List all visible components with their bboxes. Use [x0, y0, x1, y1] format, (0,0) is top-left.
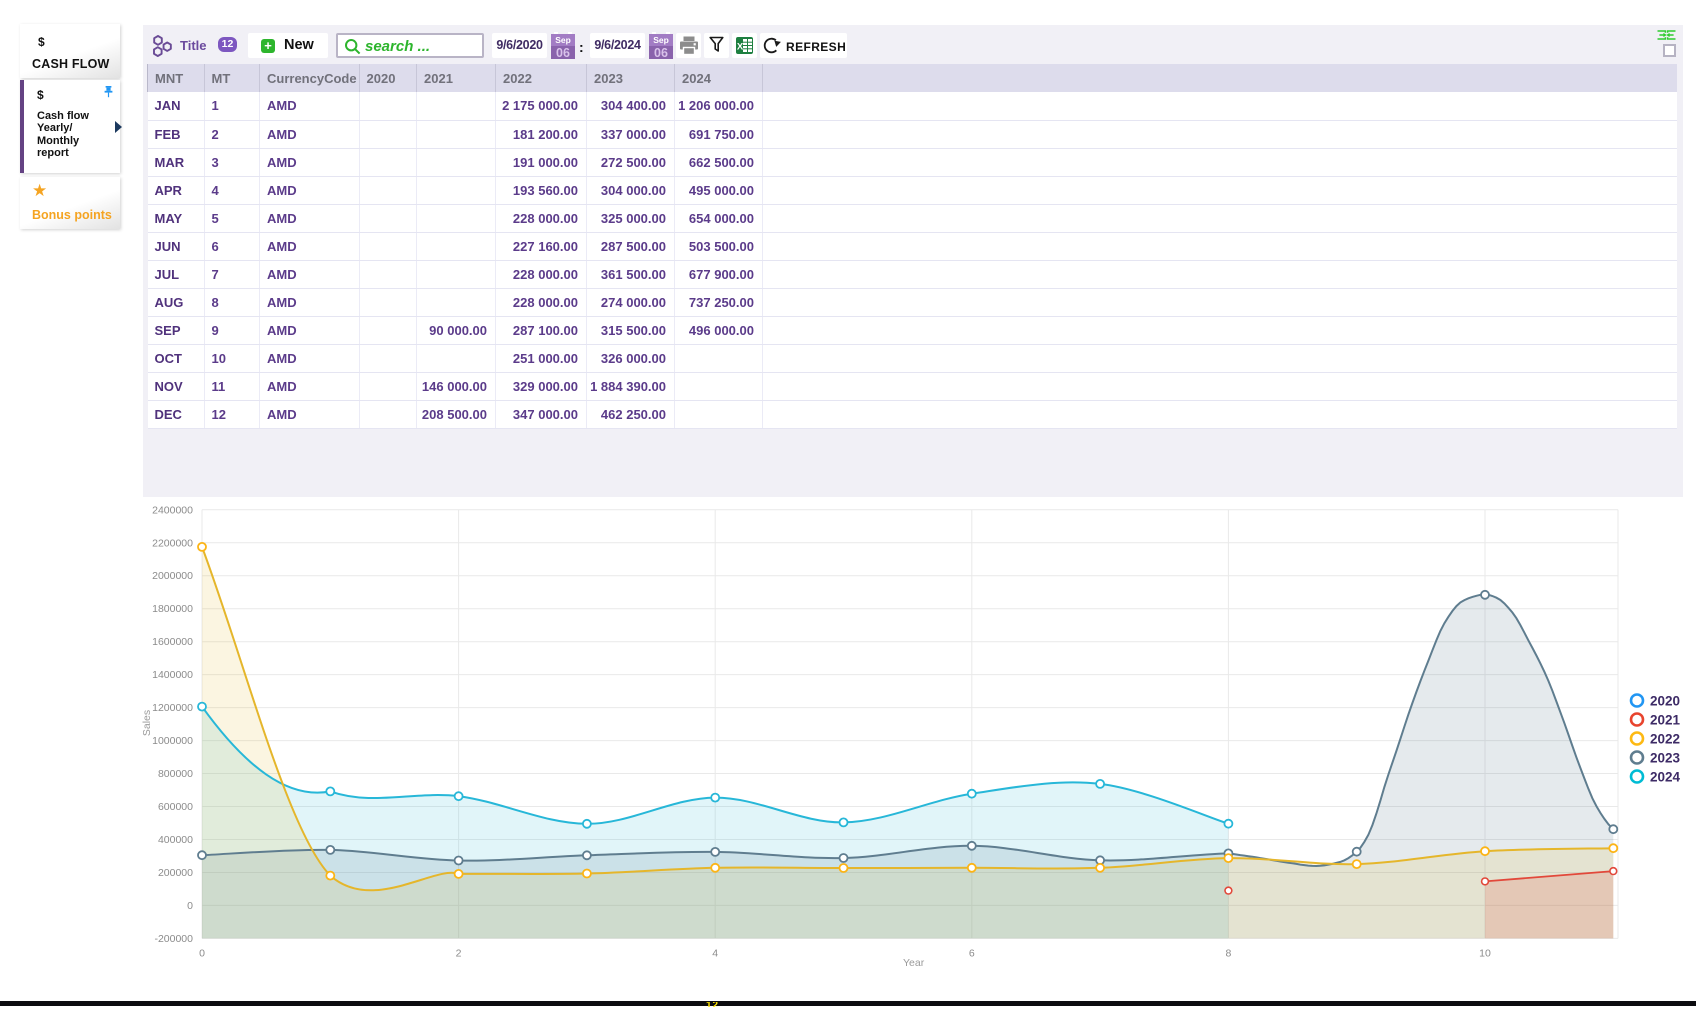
svg-text:Sales: Sales: [141, 710, 153, 736]
svg-text:200000: 200000: [158, 867, 193, 879]
svg-text:800000: 800000: [158, 768, 193, 780]
svg-text:600000: 600000: [158, 801, 193, 813]
svg-text:2024: 2024: [1650, 770, 1681, 785]
svg-text:1800000: 1800000: [152, 603, 193, 615]
svg-text:X: X: [737, 42, 744, 53]
svg-text:2021: 2021: [1650, 713, 1681, 728]
svg-text:1000000: 1000000: [152, 735, 193, 747]
svg-text:Sep: Sep: [653, 35, 669, 45]
svg-text:2022: 2022: [1650, 732, 1680, 747]
svg-text:06: 06: [556, 46, 570, 59]
svg-text:10: 10: [1479, 948, 1491, 960]
svg-text:2000000: 2000000: [152, 570, 193, 582]
svg-text:0: 0: [187, 900, 193, 912]
svg-text:1400000: 1400000: [152, 669, 193, 681]
svg-text:6: 6: [969, 948, 975, 960]
svg-text:8: 8: [1225, 948, 1231, 960]
svg-text:1200000: 1200000: [152, 702, 193, 714]
svg-text:2023: 2023: [1650, 751, 1681, 766]
svg-text:Year: Year: [903, 957, 925, 969]
svg-text:0: 0: [199, 948, 205, 960]
svg-text:2400000: 2400000: [152, 504, 193, 516]
svg-text:2200000: 2200000: [152, 537, 193, 549]
svg-text:4: 4: [712, 948, 718, 960]
svg-text:2020: 2020: [1650, 694, 1680, 709]
svg-text:Sep: Sep: [555, 35, 571, 45]
svg-text:06: 06: [654, 46, 668, 59]
svg-text:-200000: -200000: [154, 933, 193, 945]
svg-text:1600000: 1600000: [152, 636, 193, 648]
svg-text:400000: 400000: [158, 834, 193, 846]
svg-text:2: 2: [456, 948, 462, 960]
